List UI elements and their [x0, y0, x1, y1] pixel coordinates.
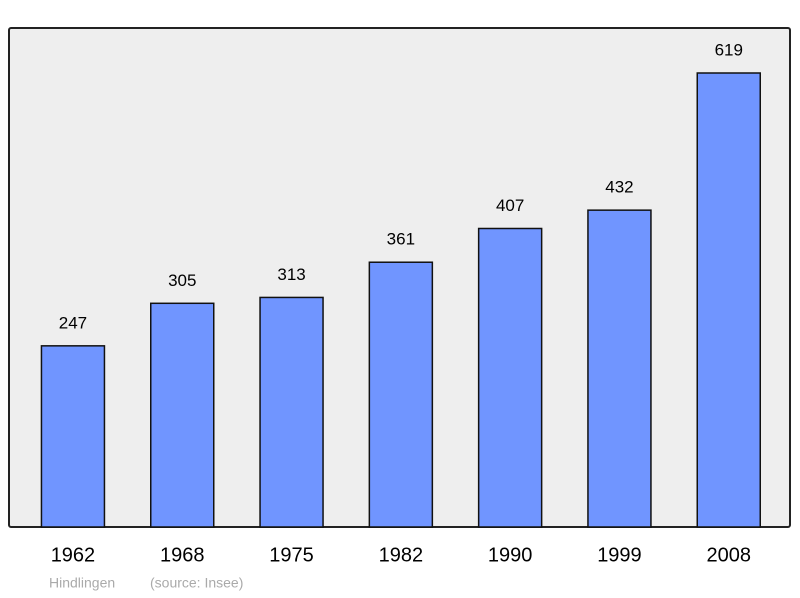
value-label: 432	[605, 178, 633, 197]
value-label: 619	[715, 40, 743, 59]
value-label: 313	[277, 265, 305, 284]
bar	[150, 302, 215, 528]
value-label: 305	[168, 271, 196, 290]
x-tick-label: 1999	[597, 544, 642, 566]
bar	[477, 227, 543, 528]
source: (source: Insee)	[150, 575, 243, 591]
bar	[587, 209, 652, 528]
value-label: 247	[59, 313, 87, 332]
value-label: 407	[496, 196, 524, 215]
x-tick-label: 1982	[379, 544, 424, 566]
bar	[368, 261, 434, 528]
x-tick-label: 2008	[707, 544, 752, 566]
x-tick-label: 1990	[488, 544, 533, 566]
bar	[259, 296, 324, 528]
x-tick-label: 1968	[160, 544, 205, 566]
caption: Hindlingen	[49, 575, 115, 591]
bar	[40, 345, 106, 528]
x-tick-label: 1975	[269, 544, 314, 566]
x-tick-label: 1962	[51, 544, 96, 566]
value-label: 361	[387, 230, 415, 249]
bar	[696, 72, 761, 528]
